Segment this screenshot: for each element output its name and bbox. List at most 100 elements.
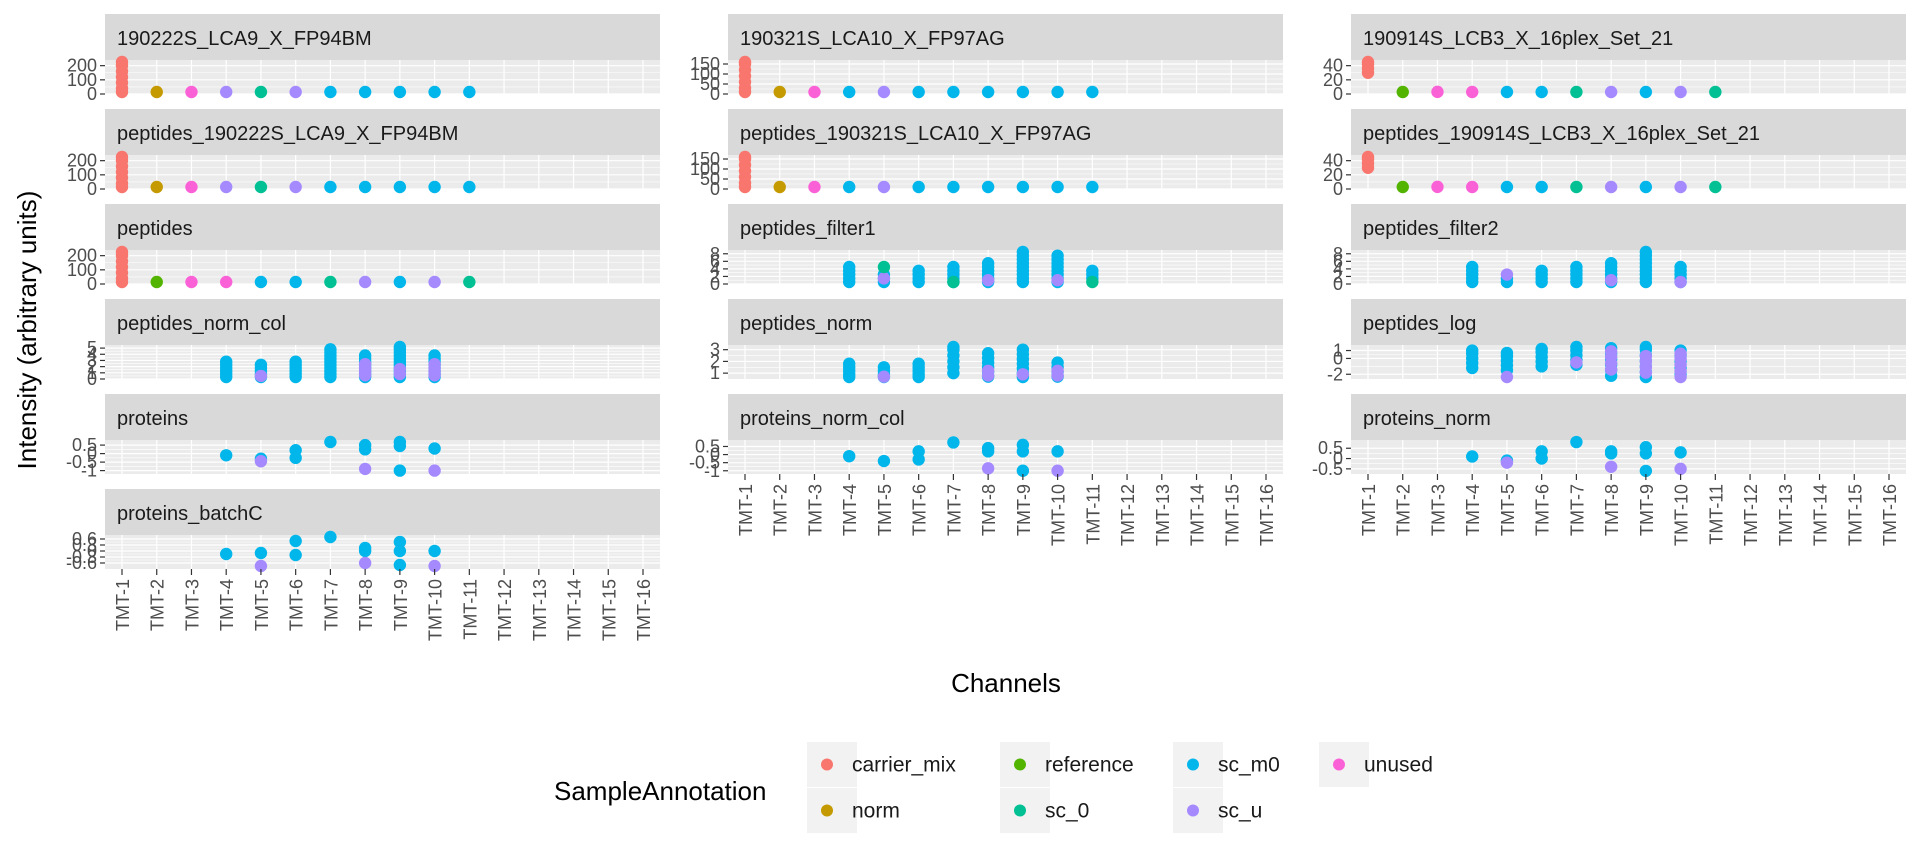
point-sc-0 [1570,180,1583,194]
point-sc-m0 [1639,464,1653,478]
point-sc-m0 [947,85,960,99]
y-tick-label: 0 [87,541,97,561]
y-tick-label: 0 [710,445,720,465]
y-tick-label: 2 [710,266,720,286]
point-sc-0 [324,275,337,289]
point-sc-m0 [1639,180,1653,194]
x-tick-label: TMT-9 [1014,484,1034,536]
x-tick-label: TMT-5 [875,484,895,536]
point-sc-m0 [254,546,268,560]
facet-proteins-norm: proteins_norm -0.500.5 [1312,394,1906,479]
point-sc-u [1604,460,1618,473]
facet-strip [105,14,660,60]
y-axis-title: Intensity (arbitrary units) [12,191,42,470]
point-sc-m0 [1535,85,1548,99]
point-sc-0 [463,275,476,289]
x-tick-label: TMT-6 [287,579,307,631]
point-sc-m0 [358,349,372,362]
point-norm [150,85,163,99]
point-sc-m0 [1016,85,1030,99]
point-sc-m0 [428,85,441,99]
legend-label: norm [852,800,900,823]
point-sc-m0 [289,534,302,548]
x-tick-label: TMT-1 [1359,484,1379,536]
point-sc-m0 [324,343,337,356]
point-sc-m0 [220,355,233,368]
x-tick-label: TMT-15 [1845,484,1865,546]
y-tick-label: 20 [1323,165,1343,185]
point-carrier-mix [738,150,752,164]
point-sc-m0 [947,340,960,354]
x-tick-label: TMT-10 [1672,484,1692,546]
point-sc-m0 [1086,85,1099,99]
point-sc-0 [1086,275,1099,289]
point-sc-u [428,275,441,289]
point-sc-m0 [843,260,856,274]
point-sc-m0 [912,264,925,277]
y-tick-label: 0 [1333,274,1343,294]
x-tick-label: TMT-11 [460,579,480,640]
legend-swatch [1187,804,1199,817]
panel-background [105,345,660,379]
y-tick-label: 4 [87,344,97,364]
y-tick-label: 150 [690,149,720,169]
point-sc-m0 [877,454,891,468]
facet-proteins-norm-col: proteins_norm_col -1-0.500.5 [689,394,1283,481]
facet-title: peptides_norm_col [117,313,286,335]
point-carrier-mix [115,55,129,69]
x-tick-label: TMT-10 [1049,484,1069,546]
point-carrier-mix [1361,55,1375,69]
point-sc-m0 [877,361,891,374]
panel-background [1351,250,1906,284]
point-sc-u [1570,356,1583,369]
x-tick-label: TMT-10 [426,579,446,641]
point-sc-u [358,556,372,570]
x-axis-title: Channels [951,668,1061,698]
point-sc-m0 [947,180,960,194]
facet-title: 190914S_LCB3_X_16plex_Set_21 [1363,28,1673,50]
x-tick-label: TMT-6 [1533,484,1553,536]
facet-peptides-norm: peptides_norm 123 [710,299,1283,384]
y-tick-label: -1 [704,461,720,481]
x-tick-label: TMT-5 [252,579,272,631]
x-tick-label: TMT-15 [599,579,619,641]
point-sc-u [393,362,407,376]
facet-title: 190321S_LCA10_X_FP97AG [740,28,1005,50]
legend-item-reference: reference [1000,742,1134,787]
x-tick-label: TMT-13 [1153,484,1173,546]
facet-title: peptides_190222S_LCA9_X_FP94BM [117,123,458,145]
y-tick-label: 0 [710,84,720,104]
point-sc-m0 [1535,342,1548,356]
x-tick-label: TMT-8 [356,579,376,631]
point-sc-m0 [1466,260,1479,274]
point-sc-m0 [358,544,372,558]
point-sc-u [1674,462,1687,476]
point-sc-m0 [428,544,441,558]
point-unused [1466,85,1479,99]
legend-swatch [1333,758,1345,771]
x-tick-label: TMT-7 [1567,484,1587,536]
point-sc-m0 [947,260,960,274]
point-sc-m0 [463,180,476,194]
point-sc-m0 [428,349,441,362]
y-tick-label: 0 [1333,449,1343,469]
y-tick-label: 0.6 [72,529,97,549]
point-sc-m0 [1604,257,1618,270]
y-tick-label: 4 [1333,259,1343,279]
point-sc-m0 [393,275,407,289]
point-sc-m0 [981,347,995,360]
facet-title: proteins [117,408,188,430]
point-sc-m0 [1570,340,1583,354]
point-sc-m0 [289,451,302,465]
facet-strip [728,394,1283,440]
point-sc-m0 [1570,260,1583,274]
y-tick-label: 100 [690,159,720,179]
facet-peptides-log: peptides_log -201 [1327,299,1906,384]
x-tick-label: TMT-12 [1118,484,1138,546]
